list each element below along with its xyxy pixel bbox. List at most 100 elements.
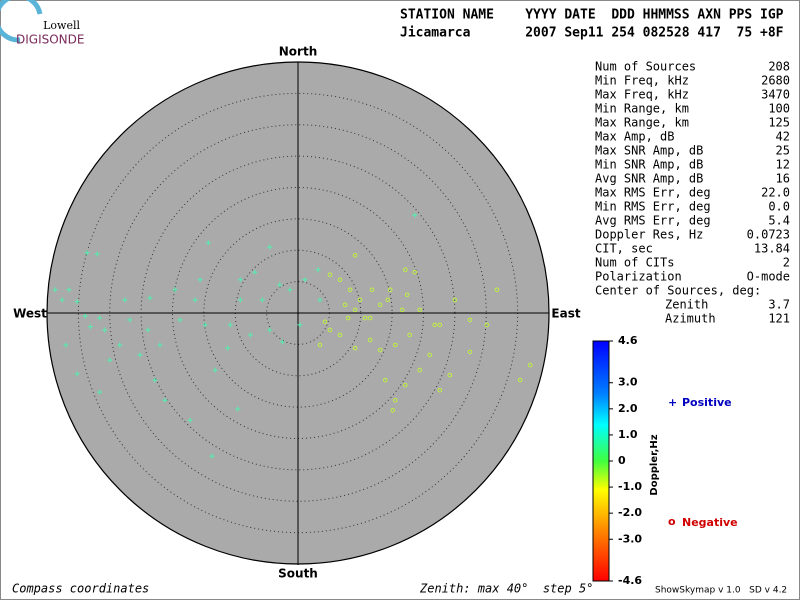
center-label: Zenith — [665, 298, 708, 312]
colorbar-tick-label: 0 — [618, 454, 626, 467]
stat-value: 0.0 — [768, 200, 790, 214]
legend-positive: Positive — [682, 396, 732, 409]
colorbar-tick-label: 1.0 — [618, 428, 638, 441]
source-negative — [467, 317, 473, 323]
colorbar-tick-label: 2.0 — [618, 402, 638, 415]
stat-value: 2 — [783, 256, 790, 270]
stat-value: 13.84 — [754, 242, 790, 256]
source-negative — [484, 322, 490, 328]
source-positive — [117, 342, 123, 348]
stat-value: 25 — [776, 144, 790, 158]
source-negative — [407, 332, 412, 338]
source-positive — [52, 287, 58, 293]
logo-top: Lowell — [43, 19, 80, 32]
stat-label: Max Amp, dB — [595, 130, 674, 144]
source-positive — [302, 277, 308, 283]
source-positive — [157, 342, 163, 348]
source-positive — [162, 397, 168, 403]
stat-label: Num of CITs — [595, 256, 674, 270]
polar-plot: North South West East — [13, 45, 581, 581]
source-negative — [403, 382, 408, 388]
stat-value: 100 — [768, 102, 790, 116]
source-negative — [345, 315, 351, 321]
stat-value: 2680 — [761, 74, 790, 88]
south-label: South — [278, 567, 318, 581]
source-positive — [279, 339, 285, 345]
east-label: East — [551, 307, 580, 321]
source-negative — [352, 252, 358, 258]
source-positive — [137, 352, 143, 358]
stat-label: Min Range, km — [595, 102, 689, 116]
source-positive — [267, 244, 273, 250]
source-positive — [235, 406, 241, 412]
center-title: Center of Sources, deg: — [595, 284, 761, 298]
source-negative — [494, 287, 500, 293]
source-negative — [367, 315, 373, 321]
source-positive — [94, 251, 100, 257]
source-positive — [74, 299, 80, 305]
stat-label: Max SNR Amp, dB — [595, 144, 703, 158]
source-negative — [357, 297, 363, 303]
stat-label: Avg RMS Err, deg — [595, 214, 711, 228]
source-positive — [317, 297, 323, 303]
source-negative — [362, 315, 368, 321]
source-positive — [145, 327, 151, 333]
source-negative — [399, 307, 405, 313]
source-negative — [447, 372, 453, 378]
source-positive — [412, 212, 418, 218]
source-positive — [237, 297, 243, 303]
source-negative — [337, 277, 343, 283]
center-value: 121 — [768, 312, 790, 326]
source-positive — [187, 417, 193, 423]
source-negative — [322, 319, 328, 325]
source-negative — [377, 302, 383, 308]
stat-label: Avg SNR Amp, dB — [595, 172, 703, 186]
logo-swoosh — [0, 0, 43, 43]
source-negative — [417, 307, 423, 313]
source-negative — [404, 292, 410, 298]
stat-value: 42 — [776, 130, 790, 144]
source-negative — [432, 322, 438, 328]
source-positive — [205, 240, 211, 246]
source-positive — [122, 297, 128, 303]
source-negative — [527, 362, 533, 368]
source-negative — [342, 302, 348, 308]
legend-positive-symbol: + — [668, 396, 677, 409]
source-positive — [267, 327, 273, 333]
source-positive — [192, 297, 198, 303]
source-positive — [315, 267, 321, 273]
source-positive — [212, 367, 218, 373]
source-positive — [152, 377, 158, 383]
source-positive — [287, 287, 293, 293]
source-positive — [237, 277, 243, 283]
source-negative — [367, 337, 373, 343]
source-positive — [82, 313, 88, 319]
colorbar-tick-label: -2.0 — [618, 506, 642, 519]
source-negative — [437, 387, 443, 393]
center-value: 3.7 — [768, 298, 790, 312]
source-positive — [74, 371, 80, 377]
stat-label: Num of Sources — [595, 60, 696, 74]
header-columns: STATION NAME YYYY DATE DDD HHMMSS AXN PP… — [400, 8, 784, 23]
colorbar-tick-label: -1.0 — [618, 480, 642, 493]
source-positive — [209, 453, 215, 459]
center-label: Azimuth — [665, 312, 716, 326]
source-negative — [452, 297, 458, 303]
source-positive — [107, 357, 113, 363]
source-positive — [259, 297, 265, 303]
stat-value: 16 — [776, 172, 790, 186]
stat-value: O-mode — [747, 270, 790, 284]
source-negative — [382, 377, 388, 383]
source-positive — [227, 322, 233, 328]
stat-value: 125 — [768, 116, 790, 130]
colorbar — [592, 340, 610, 582]
source-positive — [87, 324, 93, 330]
source-positive — [127, 317, 133, 323]
source-negative — [390, 407, 396, 413]
north-label: North — [279, 45, 317, 59]
source-positive — [97, 315, 103, 321]
source-negative — [385, 297, 391, 303]
source-negative — [347, 287, 353, 293]
stat-label: Min SNR Amp, dB — [595, 158, 703, 172]
stat-label: Max RMS Err, deg — [595, 186, 711, 200]
